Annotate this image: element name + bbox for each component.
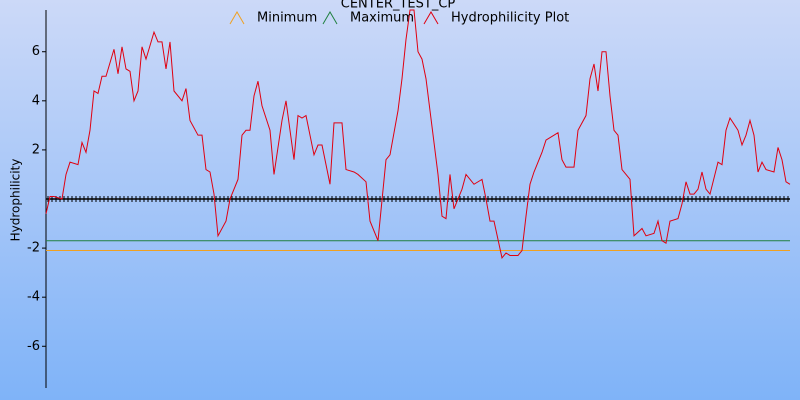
legend-icon xyxy=(322,11,338,25)
legend-label: Minimum xyxy=(257,11,317,26)
y-tick-label: -4 xyxy=(27,290,40,305)
y-axis-label: Hydrophilicity xyxy=(9,159,23,242)
legend-label: Maximum xyxy=(350,11,414,26)
y-tick-label: -2 xyxy=(27,241,40,256)
y-tick-label: 4 xyxy=(32,93,40,108)
legend-label: Hydrophilicity Plot xyxy=(451,11,569,26)
series-line xyxy=(45,9,791,260)
legend-icon xyxy=(423,11,439,25)
y-tick-label: -6 xyxy=(27,339,40,354)
legend-icon xyxy=(229,11,245,25)
y-tick-label: 2 xyxy=(32,142,40,157)
chart-title: CENTER_TEST_CP xyxy=(341,0,456,12)
y-tick-label: 6 xyxy=(32,44,40,59)
